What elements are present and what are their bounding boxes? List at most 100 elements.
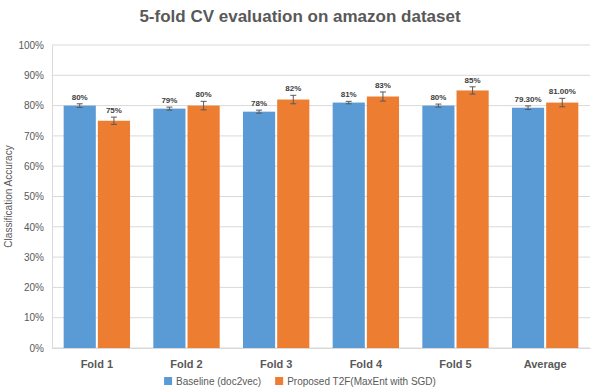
y-tick: 30%	[24, 252, 52, 263]
x-tick-label: Fold 3	[260, 358, 292, 370]
x-tick-label: Fold 1	[81, 358, 113, 370]
legend-item: Proposed T2F(MaxEnt with SGD)	[275, 376, 436, 387]
y-tick: 10%	[24, 312, 52, 323]
error-cap	[77, 107, 83, 108]
x-tick: Average	[524, 348, 567, 370]
error-bar	[559, 98, 565, 106]
error-bar	[77, 104, 83, 108]
grid-line	[52, 105, 590, 106]
y-tick-label: 90%	[24, 70, 44, 81]
legend-label: Baseline (doc2vec)	[176, 376, 261, 387]
x-axis-line	[53, 348, 591, 349]
y-tick-label: 0%	[30, 343, 45, 354]
y-tick-label: 10%	[24, 312, 44, 323]
error-cap	[470, 94, 476, 95]
error-cap	[559, 106, 565, 107]
bar	[333, 103, 365, 348]
data-label: 81.00%	[549, 87, 576, 96]
error-cap	[470, 86, 476, 87]
x-tick: Fold 3	[260, 348, 292, 370]
error-bar	[380, 92, 386, 101]
error-bar	[346, 101, 352, 103]
y-tick-label: 60%	[24, 161, 44, 172]
y-tick-label: 70%	[24, 131, 44, 142]
x-tick-label: Average	[524, 358, 567, 370]
grid-line	[52, 257, 590, 258]
legend-item: Baseline (doc2vec)	[164, 376, 261, 387]
bar	[153, 109, 185, 348]
error-bar	[435, 104, 441, 107]
bar	[98, 121, 130, 348]
grid-line	[52, 45, 590, 46]
grid-line	[52, 226, 590, 227]
error-bar	[256, 110, 262, 113]
y-tick: 80%	[24, 100, 52, 111]
error-cap	[559, 98, 565, 99]
grid	[52, 45, 590, 348]
grid-line	[52, 317, 590, 318]
data-labels: 80%79%78%81%80%79.30%75%80%82%83%85%81.0…	[72, 76, 576, 115]
data-label: 78%	[251, 99, 267, 108]
data-label: 79%	[161, 96, 177, 105]
error-cap	[380, 101, 386, 102]
error-bar	[470, 87, 476, 94]
y-axis-title: Classification Accuracy	[3, 145, 14, 247]
bar	[512, 108, 544, 348]
error-cap	[111, 124, 117, 125]
grid-line	[52, 287, 590, 288]
error-line	[79, 104, 80, 108]
y-tick: 50%	[24, 191, 52, 202]
error-cap	[77, 103, 83, 104]
bar	[422, 106, 454, 348]
y-tick-label: 50%	[24, 191, 44, 202]
error-cap	[435, 104, 441, 105]
error-cap	[525, 109, 531, 110]
error-cap	[166, 110, 172, 111]
y-tick: 0%	[30, 343, 52, 354]
y-tick-label: 40%	[24, 222, 44, 233]
error-line	[562, 98, 563, 106]
error-line	[203, 101, 204, 109]
y-tick: 40%	[24, 222, 52, 233]
error-line	[528, 106, 529, 110]
legend-swatch	[164, 377, 172, 385]
y-tick-label: 80%	[24, 100, 44, 111]
data-label: 79.30%	[514, 95, 541, 104]
error-line	[472, 87, 473, 94]
x-tick: Fold 2	[170, 348, 202, 370]
series	[98, 87, 578, 348]
error-line	[113, 117, 114, 124]
y-tick-label: 30%	[24, 252, 44, 263]
x-axis: Fold 1Fold 2Fold 3Fold 4Fold 5Average	[53, 348, 591, 370]
bar	[367, 97, 399, 348]
marks	[64, 87, 579, 348]
grid-line	[52, 166, 590, 167]
error-cap	[525, 105, 531, 106]
data-label: 83%	[375, 81, 391, 90]
error-bar	[166, 107, 172, 110]
error-cap	[346, 101, 352, 102]
error-cap	[380, 91, 386, 92]
x-tick-label: Fold 2	[170, 358, 202, 370]
error-cap	[290, 95, 296, 96]
error-cap	[346, 103, 352, 104]
grid-line	[52, 135, 590, 136]
error-cap	[256, 113, 262, 114]
chart: 0%10%20%30%40%50%60%70%80%90%100%Fold 1F…	[0, 0, 600, 389]
data-label: 80%	[72, 93, 88, 102]
plot-area: 0%10%20%30%40%50%60%70%80%90%100%Fold 1F…	[18, 40, 590, 370]
bar	[188, 106, 220, 348]
data-label: 80%	[430, 93, 446, 102]
legend: Baseline (doc2vec) Proposed T2F(MaxEnt wi…	[164, 376, 436, 387]
bar	[243, 112, 275, 348]
x-tick: Fold 1	[81, 348, 113, 370]
error-line	[293, 95, 294, 103]
x-tick-label: Fold 5	[439, 358, 471, 370]
data-label: 85%	[465, 76, 481, 85]
y-tick: 20%	[24, 282, 52, 293]
error-cap	[201, 109, 207, 110]
data-label: 81%	[341, 90, 357, 99]
data-label: 82%	[285, 84, 301, 93]
y-tick: 60%	[24, 161, 52, 172]
grid-line	[52, 348, 590, 349]
